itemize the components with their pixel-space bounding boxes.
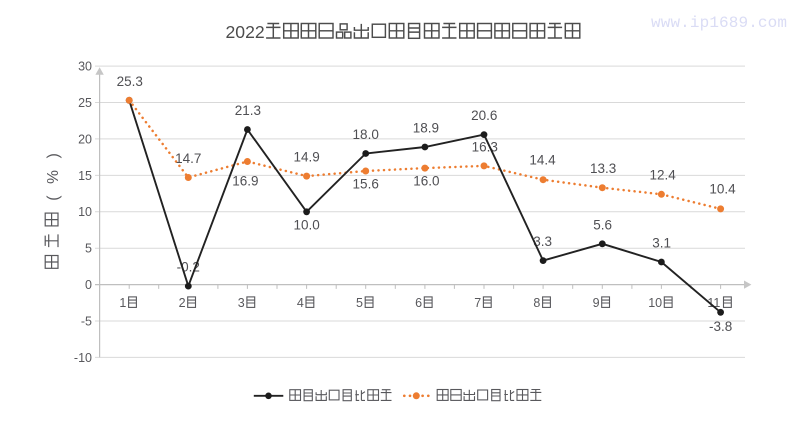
svg-text:10.0: 10.0	[293, 218, 319, 233]
svg-text:18.0: 18.0	[353, 127, 379, 142]
svg-text:): )	[45, 153, 62, 158]
svg-text:6: 6	[415, 296, 422, 310]
svg-text:14.9: 14.9	[293, 150, 319, 165]
svg-text:(: (	[45, 195, 62, 201]
svg-text:4: 4	[297, 296, 304, 310]
svg-text:-5: -5	[81, 314, 92, 328]
svg-text:3: 3	[238, 296, 245, 310]
svg-text:25: 25	[78, 96, 92, 110]
svg-text:12.4: 12.4	[649, 168, 676, 183]
svg-text:%: %	[45, 170, 62, 184]
svg-text:15: 15	[78, 169, 92, 183]
svg-text:8: 8	[533, 296, 540, 310]
svg-text:5: 5	[356, 296, 363, 310]
svg-text:13.3: 13.3	[590, 161, 616, 176]
svg-text:16.9: 16.9	[232, 174, 258, 189]
svg-text:5.6: 5.6	[593, 217, 612, 232]
svg-text:10: 10	[78, 205, 92, 219]
svg-text:3.1: 3.1	[652, 236, 671, 251]
svg-text:20: 20	[78, 132, 92, 146]
svg-text:20.6: 20.6	[471, 108, 497, 123]
svg-text:16.3: 16.3	[472, 139, 498, 154]
svg-text:5: 5	[85, 242, 92, 256]
svg-text:14.4: 14.4	[529, 152, 556, 167]
svg-text:2022: 2022	[226, 22, 265, 42]
svg-text:25.3: 25.3	[117, 74, 143, 89]
svg-text:7: 7	[474, 296, 481, 310]
svg-text:11: 11	[707, 296, 720, 310]
svg-text:-10: -10	[74, 351, 92, 365]
svg-text:-3.8: -3.8	[709, 319, 732, 334]
svg-text:www.ip1689.com: www.ip1689.com	[651, 14, 787, 32]
svg-text:15.6: 15.6	[353, 177, 379, 192]
svg-text:30: 30	[78, 60, 92, 74]
svg-text:18.9: 18.9	[413, 120, 439, 135]
svg-text:9: 9	[593, 296, 600, 310]
svg-text:10.4: 10.4	[709, 182, 736, 197]
svg-text:10: 10	[648, 296, 662, 310]
svg-text:16.0: 16.0	[413, 174, 439, 189]
svg-text:1: 1	[119, 296, 126, 310]
svg-text:2: 2	[179, 296, 186, 310]
svg-text:21.3: 21.3	[235, 103, 261, 118]
svg-text:0: 0	[85, 278, 92, 292]
svg-text:14.7: 14.7	[175, 151, 201, 166]
svg-text:3.3: 3.3	[533, 234, 552, 249]
